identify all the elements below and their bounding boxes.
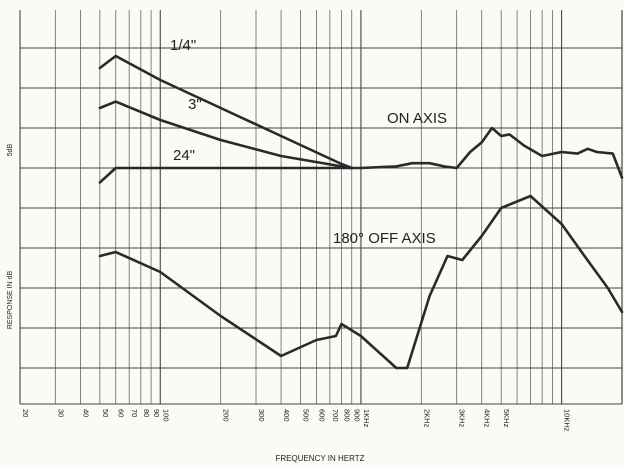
series-line-3 (352, 128, 622, 178)
x-tick-label: 200 (222, 409, 231, 422)
x-tick-label: 5KHz (502, 409, 511, 428)
x-tick-label: 70 (130, 409, 139, 417)
x-tick-label: 90 (152, 409, 161, 417)
x-tick-label: 700 (331, 409, 340, 422)
x-tick-label: 1KHz (362, 409, 371, 428)
x-tick-label: 3KHz (458, 409, 467, 428)
x-tick-labels: 20 30 40 50 60 70 80 90 100 200 300 400 500 600 700 800… (21, 409, 624, 432)
series-label-24-inch: 24" (173, 147, 195, 164)
x-tick-label: 300 (257, 409, 266, 422)
x-tick-label: 30 (56, 409, 65, 417)
x-axis-label: FREQUENCY IN HERTZ (275, 454, 364, 463)
x-tick-label: 40 (81, 409, 90, 417)
x-tick-label: 400 (282, 409, 291, 422)
x-tick-label: 500 (302, 409, 311, 422)
x-tick-label: 10KHz (563, 409, 572, 432)
x-tick-label: 100 (161, 409, 170, 422)
x-tick-label: 80 (142, 409, 151, 417)
x-tick-label: 800 (342, 409, 351, 422)
x-tick-label: 50 (101, 409, 110, 417)
off-axis-annotation: 180° OFF AXIS (333, 230, 436, 247)
x-tick-label: 4KHz (483, 409, 492, 428)
y-axis-label: RESPONSE IN dB (7, 270, 14, 329)
series-label-3-inch: 3" (188, 96, 202, 113)
on-axis-annotation: ON AXIS (387, 110, 447, 127)
x-tick-label: 2KHz (422, 409, 431, 428)
series-label-quarter-inch: 1/4" (170, 37, 196, 54)
y-unit-label: 5dB (7, 143, 14, 156)
x-tick-label: 20 (21, 409, 30, 417)
x-tick-label: 900 (353, 409, 362, 422)
series-line-2 (100, 168, 352, 182)
x-tick-label: 60 (117, 409, 126, 417)
x-tick-label: 600 (317, 409, 326, 422)
grid (20, 10, 622, 404)
